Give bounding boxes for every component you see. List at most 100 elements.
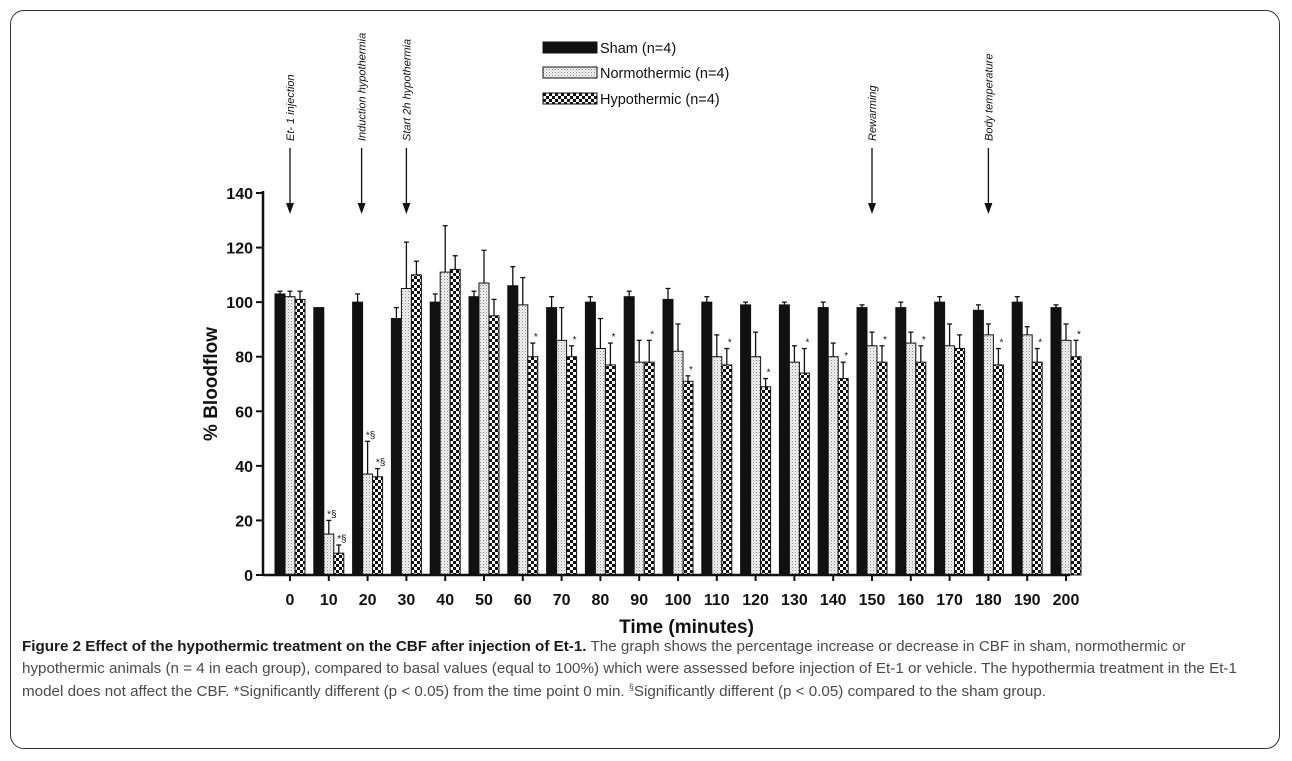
x-tick-label: 0: [286, 592, 295, 609]
bar: [527, 356, 539, 576]
bar: [788, 361, 800, 576]
legend-label: Normothermic (n=4): [600, 66, 729, 82]
x-tick-label: 120: [742, 592, 769, 609]
significance-marker: *: [573, 335, 577, 346]
y-tick-label: 80: [235, 350, 253, 367]
y-tick-label: 20: [235, 513, 253, 530]
x-tick-label: 10: [320, 592, 338, 609]
bar: [905, 342, 917, 576]
bar: [1060, 339, 1072, 576]
significance-marker: *: [922, 335, 926, 346]
figure-frame: [10, 10, 1280, 749]
legend-swatch: [542, 66, 598, 79]
y-axis-title: % Bloodflow: [201, 327, 222, 441]
x-tick-label: 90: [630, 592, 648, 609]
y-tick-label: 0: [244, 568, 253, 585]
x-tick-label: 190: [1014, 592, 1041, 609]
x-tick-label: 150: [859, 592, 886, 609]
x-axis-title: Time (minutes): [619, 617, 754, 638]
x-tick-label: 180: [975, 592, 1002, 609]
bar: [352, 301, 364, 576]
bar: [760, 386, 772, 576]
y-tick-label: 60: [235, 404, 253, 421]
y-tick-label: 40: [235, 459, 253, 476]
axes-group: 0 20 40 60 80 100 120 140 0 10 20 30 40 50 60 70 80 90 100…: [201, 186, 1079, 638]
bar: [934, 301, 946, 576]
x-tick-label: 110: [704, 592, 730, 609]
bar: [662, 298, 674, 576]
x-tick-label: 40: [436, 592, 454, 609]
bar: [972, 309, 984, 576]
legend-label: Hypothermic (n=4): [600, 92, 720, 108]
bar: [827, 356, 839, 576]
bar: [274, 293, 286, 576]
significance-marker: *§: [366, 430, 375, 441]
x-tick-label: 20: [359, 592, 377, 609]
arrow-head: [984, 203, 993, 214]
bar: [507, 285, 519, 576]
bar: [556, 339, 568, 576]
figure-caption: Figure 2 Effect of the hypothermic treat…: [22, 636, 1272, 703]
bar: [682, 380, 694, 576]
significance-marker: *: [1038, 338, 1042, 349]
bar: [362, 473, 374, 576]
arrow-head: [357, 203, 366, 214]
bar: [856, 307, 868, 576]
bars-group: *§ *§ *§ *§ * * * * * * * * * * * * * *: [274, 225, 1082, 576]
annotation-label: Body temperature: [983, 54, 995, 141]
bar: [294, 298, 306, 576]
bar: [584, 301, 596, 576]
x-tick-label: 130: [781, 592, 808, 609]
bar: [1070, 356, 1082, 576]
bar: [1021, 334, 1033, 576]
bar: [478, 282, 490, 576]
bar: [333, 552, 345, 576]
significance-marker: *: [728, 338, 732, 349]
caption-text-2: Significantly different (p < 0.05) compa…: [633, 682, 1046, 700]
bar: [721, 364, 733, 576]
bar: [701, 301, 713, 576]
bar: [837, 378, 849, 576]
significance-marker: *: [689, 365, 693, 376]
bar: [284, 296, 296, 576]
bar: [711, 356, 723, 576]
annotation-label: Rewarming: [867, 84, 879, 141]
bar: [895, 307, 907, 576]
annotation-group: Et- 1 injection Induction hypothermia Star…: [285, 33, 995, 214]
bar: [468, 296, 480, 576]
bar: [944, 345, 956, 576]
x-tick-label: 140: [820, 592, 847, 609]
bar: [982, 334, 994, 576]
y-tick-label: 140: [226, 186, 253, 203]
x-tick-label: 100: [665, 592, 692, 609]
bar: [566, 356, 578, 576]
bar: [672, 350, 684, 576]
bar: [313, 307, 325, 576]
significance-marker: *: [650, 329, 654, 340]
bar: [488, 315, 500, 576]
bar: [439, 271, 451, 576]
bar: [372, 476, 384, 576]
caption-text: The graph shows the percentage increase …: [22, 638, 1237, 700]
bar: [954, 348, 966, 576]
caption-section-mark: §: [628, 681, 634, 692]
y-tick-label: 120: [226, 241, 253, 258]
legend-swatch: [542, 92, 598, 105]
significance-marker: *§: [376, 458, 385, 469]
significance-marker: *: [1077, 329, 1081, 340]
bar: [643, 361, 655, 576]
bar: [429, 301, 441, 576]
bar: [604, 364, 616, 576]
bar: [798, 372, 810, 576]
bar: [1031, 361, 1043, 576]
bar: [915, 361, 927, 576]
annotation-label: Induction hypothermia: [357, 33, 369, 141]
bar-chart: Et- 1 injection Induction hypothermia Star…: [201, 33, 1082, 638]
legend: Sham (n=4) Normothermic (n=4) Hypothermic …: [542, 41, 729, 108]
significance-marker: *: [999, 338, 1003, 349]
significance-marker: *: [844, 351, 848, 362]
bar: [876, 361, 888, 576]
legend-label: Sham (n=4): [600, 41, 676, 57]
bar: [817, 307, 829, 576]
bar: [778, 304, 790, 576]
